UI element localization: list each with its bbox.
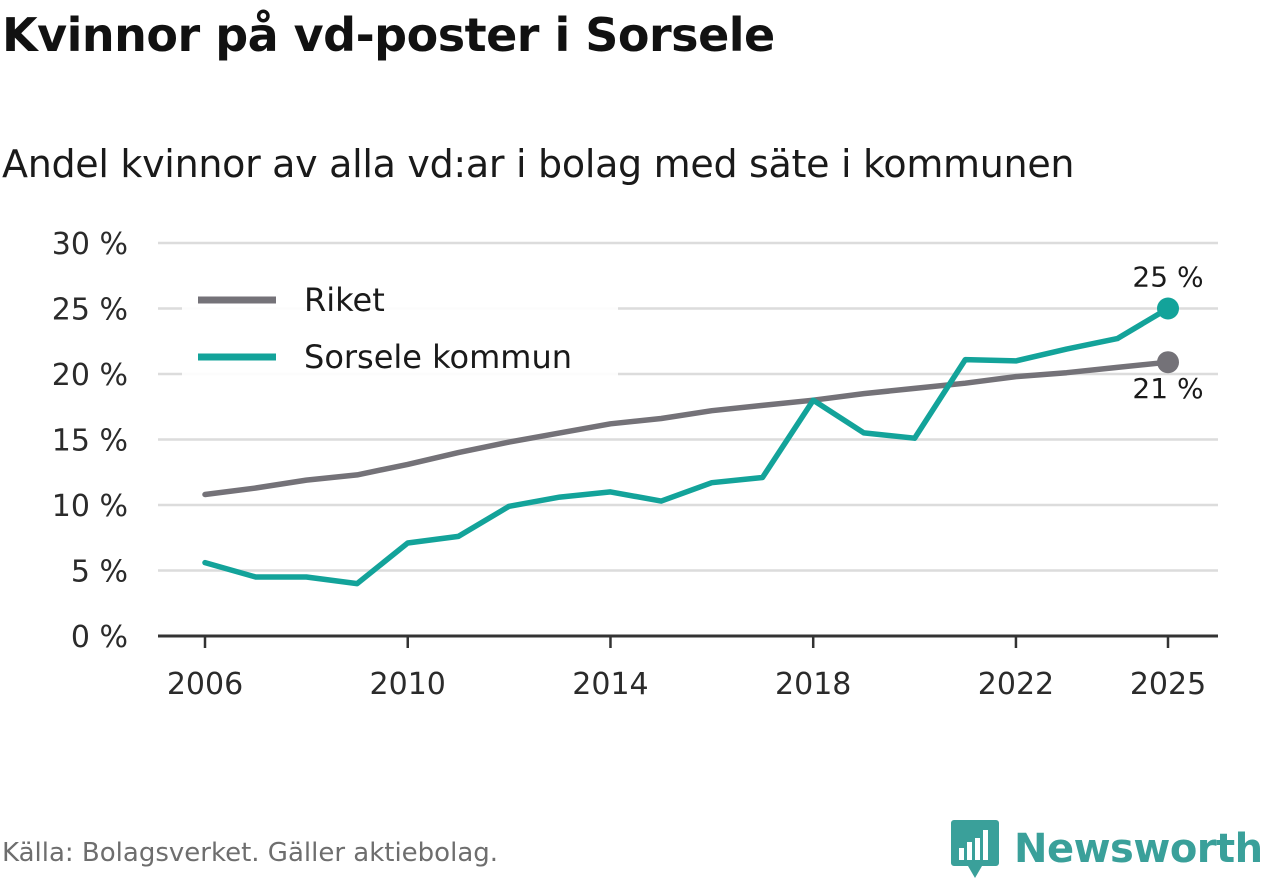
brand-name: Newsworthy xyxy=(1014,826,1262,872)
end-marker-sorsele xyxy=(1157,298,1179,320)
y-tick-label-15: 15 % xyxy=(52,424,128,459)
legend: Riket Sorsele kommun xyxy=(182,268,618,376)
x-tick-label-2006: 2006 xyxy=(167,667,243,702)
y-tick-label-20: 20 % xyxy=(52,358,128,393)
newsworthy-logo-icon xyxy=(950,818,1000,880)
series-line-riket xyxy=(205,362,1168,494)
x-tick-label-2022: 2022 xyxy=(978,667,1054,702)
legend-label-sorsele: Sorsele kommun xyxy=(304,338,572,376)
end-label-sorsele: 25 % xyxy=(1132,261,1203,294)
x-tick-label-2018: 2018 xyxy=(775,667,851,702)
end-label-riket: 21 % xyxy=(1132,372,1203,405)
x-tick-label-2025: 2025 xyxy=(1130,667,1206,702)
y-tick-label-10: 10 % xyxy=(52,489,128,524)
x-axis: 2006 2010 2014 2018 2022 2025 xyxy=(158,636,1218,702)
x-tick-label-2010: 2010 xyxy=(370,667,446,702)
source-note: Källa: Bolagsverket. Gäller aktiebolag. xyxy=(2,838,498,868)
y-tick-label-0: 0 % xyxy=(71,620,128,655)
end-marker-riket xyxy=(1157,351,1179,373)
legend-label-riket: Riket xyxy=(304,281,385,319)
y-tick-label-25: 25 % xyxy=(52,293,128,328)
y-tick-label-5: 5 % xyxy=(71,555,128,590)
newsworthy-logo: Newsworthy xyxy=(950,818,1262,880)
y-axis-tick-labels: 0 % 5 % 10 % 15 % 20 % 25 % 30 % xyxy=(52,227,128,655)
x-tick-label-2014: 2014 xyxy=(572,667,648,702)
end-labels: 25 % 21 % xyxy=(1132,261,1203,406)
y-tick-label-30: 30 % xyxy=(52,227,128,262)
